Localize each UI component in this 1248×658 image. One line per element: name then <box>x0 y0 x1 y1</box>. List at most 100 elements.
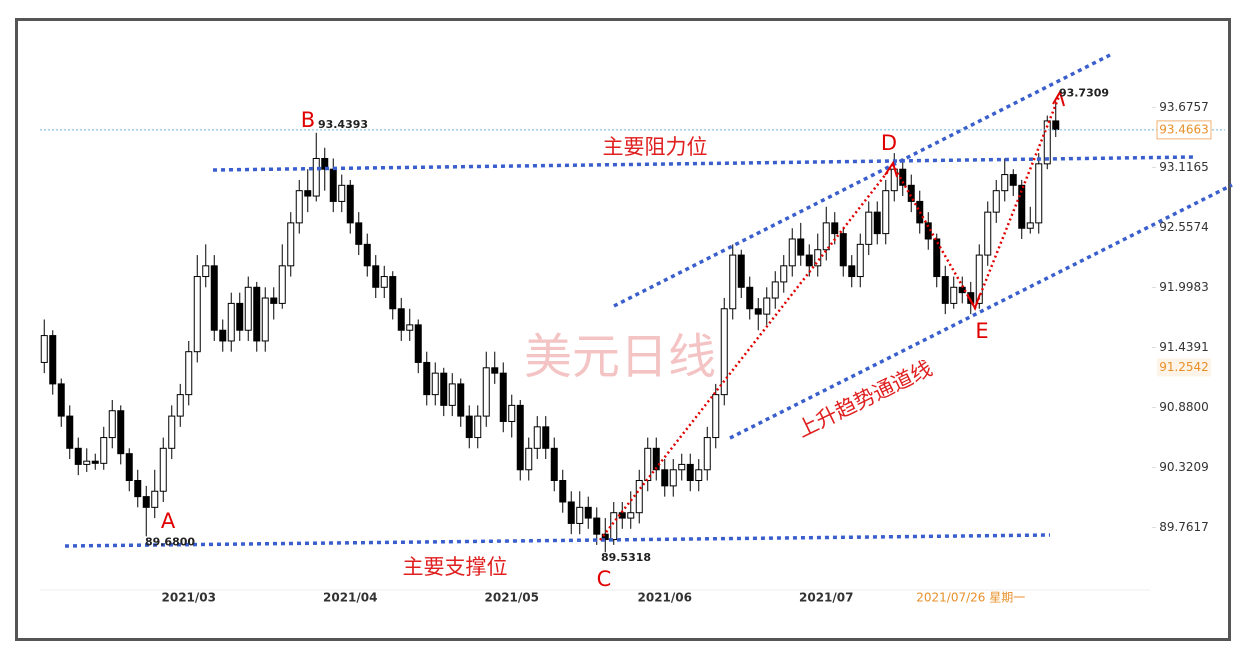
candle-body <box>856 243 864 278</box>
candle-body <box>142 496 150 508</box>
candle-body <box>57 383 65 417</box>
candle-body <box>329 168 337 202</box>
candle-body <box>975 254 983 304</box>
candle-body <box>193 276 201 353</box>
candle-body <box>185 351 193 396</box>
resistance-line <box>212 155 1196 172</box>
candle-body <box>610 512 618 541</box>
candle-body <box>1052 120 1060 130</box>
candle-body <box>346 184 354 224</box>
candle-body <box>584 506 592 519</box>
candle-body <box>1009 174 1017 186</box>
candle-body <box>924 222 932 240</box>
candle-body <box>176 394 184 417</box>
wave-path <box>599 93 1062 541</box>
candle-body <box>601 533 609 541</box>
candle-body <box>848 265 856 278</box>
candle-body <box>695 469 703 482</box>
candle-body <box>363 243 371 267</box>
candle-body <box>831 222 839 235</box>
price-marker-label: 91.2542 <box>1159 360 1209 374</box>
candle-body <box>151 490 159 508</box>
overlay <box>64 53 1233 548</box>
candle-body <box>669 469 677 487</box>
extreme-label: 93.4393 <box>318 118 368 131</box>
point-letter: E <box>975 319 988 343</box>
candle-body <box>737 254 745 288</box>
candle-body <box>720 308 728 396</box>
candle-body <box>278 265 286 304</box>
y-tick-label: 91.9983 <box>1159 280 1209 294</box>
candle-body <box>287 222 295 267</box>
candle-body <box>984 211 992 256</box>
candle-body <box>780 265 788 283</box>
candle-body <box>797 238 805 256</box>
candle-body <box>74 447 82 465</box>
y-tick-label: 93.1165 <box>1159 160 1209 174</box>
candle-body <box>159 447 167 492</box>
candle-body <box>873 211 881 235</box>
candle-body <box>117 410 125 455</box>
candle-body <box>414 324 422 363</box>
candle-body <box>788 238 796 267</box>
x-tick-label: 2021/04 <box>323 591 377 605</box>
candle-body <box>423 361 431 396</box>
candle-body <box>338 184 346 202</box>
candle-body <box>1035 163 1043 224</box>
arrow-heads <box>884 89 1065 311</box>
candle-body <box>508 404 516 422</box>
candle-body <box>491 367 499 374</box>
candle-body <box>839 233 847 267</box>
x-tick-label: 2021/05 <box>485 591 539 605</box>
candle-body <box>1001 174 1009 192</box>
candle-body <box>482 367 490 417</box>
candle-body <box>499 372 507 422</box>
y-tick-label: 92.5574 <box>1159 220 1209 234</box>
candle-body <box>100 437 108 464</box>
candle-body <box>542 426 550 449</box>
support-label: 主要支撑位 <box>403 555 508 579</box>
x-tick-label: 2021/03 <box>162 591 216 605</box>
candle-body <box>202 265 210 278</box>
candle-body <box>312 157 320 197</box>
candle-body <box>261 297 269 342</box>
candle-body <box>559 480 567 503</box>
y-tick-label: 93.6757 <box>1159 100 1209 114</box>
candle-body <box>440 372 448 406</box>
candle-body <box>1043 120 1051 165</box>
candle-body <box>533 426 541 449</box>
candle-body <box>567 501 575 524</box>
candle-body <box>712 394 720 439</box>
x-tick-label: 2021/06 <box>638 591 692 605</box>
candle-body <box>1026 222 1034 229</box>
candle-body <box>83 460 91 465</box>
candle-body <box>91 460 99 464</box>
candle-body <box>448 383 456 406</box>
point-letter: A <box>161 509 176 533</box>
candle-body <box>168 415 176 449</box>
y-tick-label: 89.7617 <box>1159 520 1209 534</box>
candle-body <box>703 437 711 471</box>
candle-body <box>465 415 473 439</box>
candle-body <box>992 190 1000 213</box>
candle-body <box>134 480 142 498</box>
candle-body <box>474 415 482 439</box>
extreme-label: 89.5318 <box>601 551 651 564</box>
candle-body <box>66 415 74 449</box>
candle-body <box>627 512 635 519</box>
candle-body <box>941 276 949 304</box>
candle-body <box>304 190 312 197</box>
price-box <box>1156 120 1212 140</box>
candle-body <box>210 265 218 331</box>
watermark-group: 美元日线 <box>524 329 716 385</box>
candle-body <box>899 168 907 186</box>
candle-body <box>763 297 771 315</box>
candle-body <box>729 254 737 310</box>
candle-body <box>516 404 524 471</box>
candle-body <box>652 447 660 471</box>
candle-body <box>1018 184 1026 229</box>
candle-body <box>950 286 958 304</box>
candle-body <box>227 302 235 342</box>
candle-body <box>253 286 261 342</box>
